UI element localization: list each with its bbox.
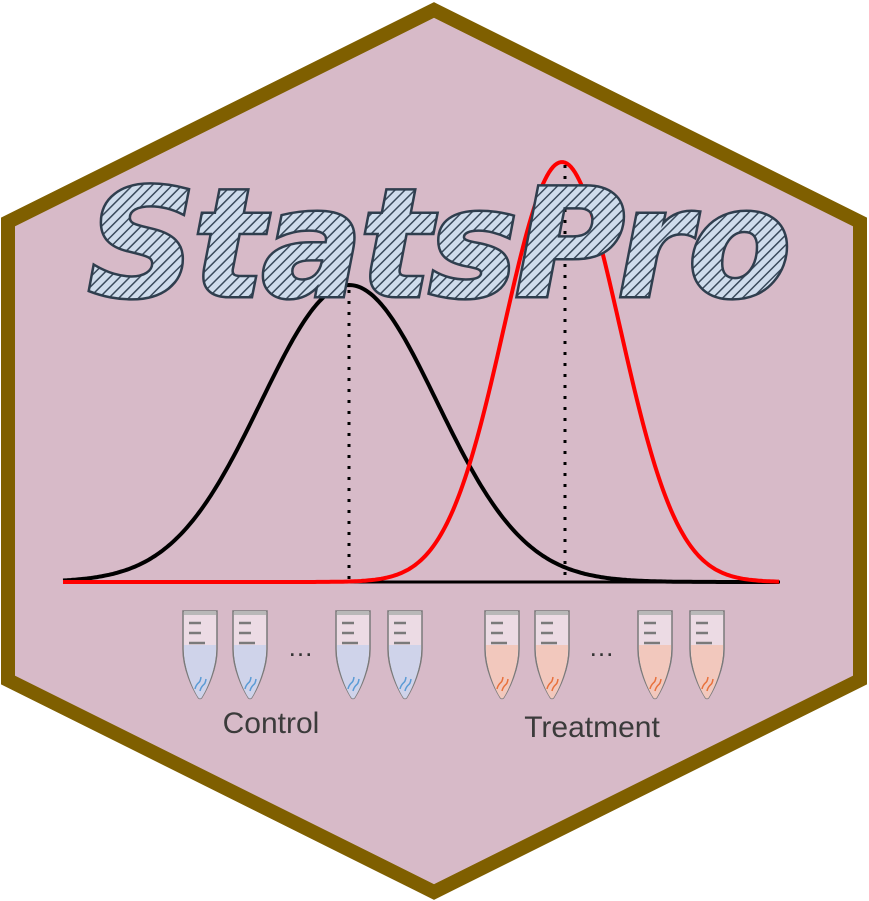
treatment-label: Treatment	[524, 711, 660, 744]
control-tube-4	[386, 609, 424, 700]
control-tube-1	[181, 609, 219, 700]
control-label: Control	[223, 707, 320, 740]
control-tube-2	[231, 609, 269, 700]
control-tube-3	[334, 609, 372, 700]
treatment-tube-1	[483, 609, 521, 700]
treatment-tube-2	[533, 609, 571, 700]
treatment-tube-3	[636, 609, 674, 700]
control-tubes: …	[181, 609, 424, 700]
treatment-tube-4	[688, 609, 726, 700]
logo-title: StatsPro	[88, 158, 788, 332]
treatment-ellipsis: …	[589, 632, 618, 662]
treatment-distribution-curve	[63, 160, 779, 584]
treatment-tubes: …	[483, 609, 726, 700]
control-ellipsis: …	[288, 632, 317, 662]
control-distribution-curve	[62, 282, 779, 584]
